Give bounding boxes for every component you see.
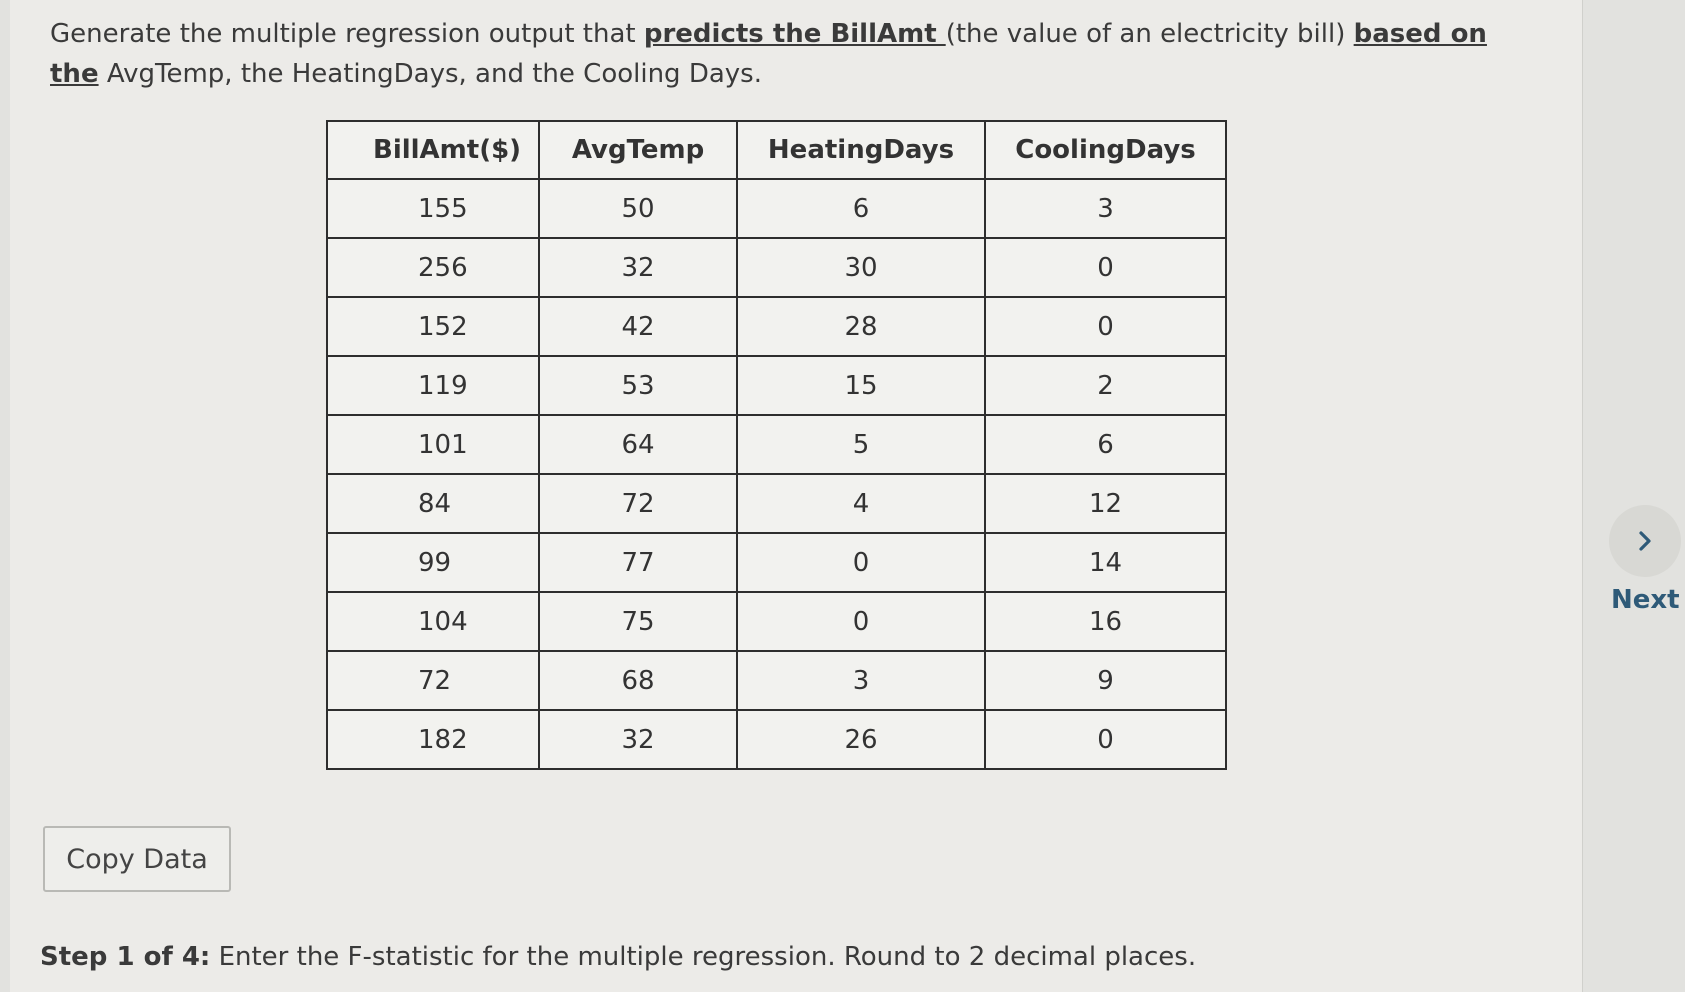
cell-heatingdays: 3 [736,650,986,711]
cell-avgtemp: 42 [538,296,738,357]
copy-data-button[interactable]: Copy Data [43,826,231,892]
cell-billamt: 256 [326,237,540,298]
cell-avgtemp: 68 [538,650,738,711]
cell-billamt: 101 [326,414,540,475]
cell-billamt: 104 [326,591,540,652]
cell-billamt: 182 [326,709,540,770]
table-row: 182 32 26 0 [326,709,1227,770]
table-row: 99 77 0 14 [326,532,1227,593]
cell-avgtemp: 72 [538,473,738,534]
chevron-right-icon [1639,531,1651,551]
header-avgtemp: AvgTemp [538,120,738,180]
table-row: 104 75 0 16 [326,591,1227,652]
table-row: 84 72 4 12 [326,473,1227,534]
cell-heatingdays: 4 [736,473,986,534]
step-instruction: Step 1 of 4: Enter the F-statistic for t… [40,942,1196,972]
table-row: 152 42 28 0 [326,296,1227,357]
cell-heatingdays: 5 [736,414,986,475]
cell-avgtemp: 53 [538,355,738,416]
cell-heatingdays: 26 [736,709,986,770]
table-row: 155 50 6 3 [326,178,1227,239]
cell-coolingdays: 16 [984,591,1227,652]
cell-billamt: 72 [326,650,540,711]
cell-coolingdays: 9 [984,650,1227,711]
question-text: Generate the multiple regression output … [50,14,1490,94]
cell-billamt: 119 [326,355,540,416]
cell-billamt: 84 [326,473,540,534]
cell-heatingdays: 15 [736,355,986,416]
cell-heatingdays: 0 [736,591,986,652]
cell-coolingdays: 3 [984,178,1227,239]
content-panel: Generate the multiple regression output … [10,0,1583,992]
cell-billamt: 99 [326,532,540,593]
cell-coolingdays: 14 [984,532,1227,593]
step-prefix: Step 1 of 4: [40,942,211,972]
cell-avgtemp: 77 [538,532,738,593]
cell-coolingdays: 0 [984,237,1227,298]
cell-avgtemp: 32 [538,709,738,770]
question-emphasis-predicts: predicts the BillAmt [643,19,946,49]
cell-avgtemp: 50 [538,178,738,239]
next-button[interactable] [1609,505,1681,577]
question-text-part-3: AvgTemp, the HeatingDays, and the Coolin… [98,59,762,89]
question-text-part-1: Generate the multiple regression output … [50,19,644,49]
cell-heatingdays: 30 [736,237,986,298]
table-row: 72 68 3 9 [326,650,1227,711]
header-coolingdays: CoolingDays [984,120,1227,180]
cell-avgtemp: 75 [538,591,738,652]
cell-billamt: 152 [326,296,540,357]
next-label[interactable]: Next [1611,585,1680,615]
table-row: 256 32 30 0 [326,237,1227,298]
header-heatingdays: HeatingDays [736,120,986,180]
step-text: Enter the F-statistic for the multiple r… [210,942,1197,972]
cell-heatingdays: 28 [736,296,986,357]
cell-coolingdays: 0 [984,709,1227,770]
cell-heatingdays: 6 [736,178,986,239]
cell-coolingdays: 2 [984,355,1227,416]
question-text-part-2: (the value of an electricity bill) [945,19,1354,49]
table-row: 101 64 5 6 [326,414,1227,475]
cell-avgtemp: 64 [538,414,738,475]
cell-billamt: 155 [326,178,540,239]
table-header-row: BillAmt($) AvgTemp HeatingDays CoolingDa… [326,120,1227,180]
data-table: BillAmt($) AvgTemp HeatingDays CoolingDa… [326,120,1227,770]
next-control[interactable]: Next [1605,505,1685,615]
cell-coolingdays: 0 [984,296,1227,357]
question-emphasis-based-on: based on the [50,19,1487,89]
cell-coolingdays: 6 [984,414,1227,475]
cell-heatingdays: 0 [736,532,986,593]
cell-avgtemp: 32 [538,237,738,298]
header-billamt: BillAmt($) [326,120,540,180]
cell-coolingdays: 12 [984,473,1227,534]
table-row: 119 53 15 2 [326,355,1227,416]
